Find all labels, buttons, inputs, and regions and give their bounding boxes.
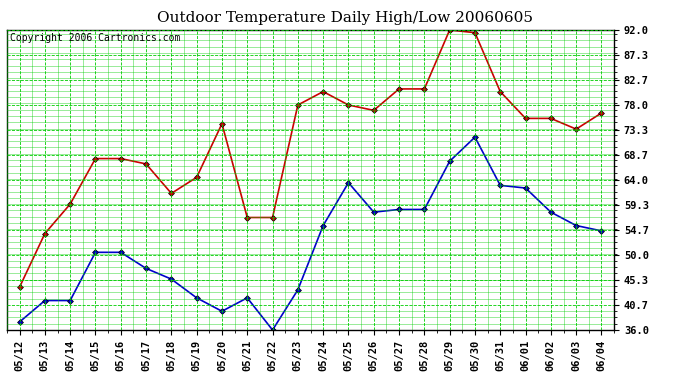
Text: Outdoor Temperature Daily High/Low 20060605: Outdoor Temperature Daily High/Low 20060… [157, 11, 533, 25]
Text: Copyright 2006 Cartronics.com: Copyright 2006 Cartronics.com [10, 33, 180, 43]
